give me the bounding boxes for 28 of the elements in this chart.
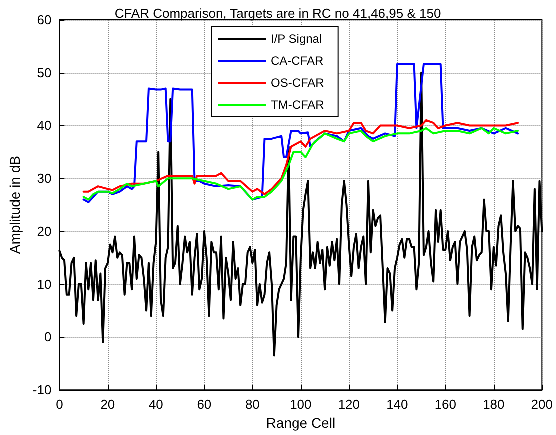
x-tick-label: 180 <box>483 397 505 412</box>
x-tick-label: 60 <box>197 397 212 412</box>
x-tick-label: 160 <box>434 397 457 412</box>
line-series <box>82 119 520 196</box>
legend-label: TM-CFAR <box>271 98 325 112</box>
y-tick-label: 10 <box>37 276 52 292</box>
x-axis-title: Range Cell <box>266 415 336 431</box>
x-tick-label: 20 <box>100 397 116 412</box>
x-tick-label: 140 <box>386 397 408 412</box>
y-tick-label: -10 <box>32 382 52 398</box>
x-tick-label: 0 <box>56 397 64 412</box>
legend-label: OS-CFAR <box>271 76 325 90</box>
x-tick-label: 80 <box>245 397 260 412</box>
y-tick-label: 20 <box>37 224 52 239</box>
chart-title: CFAR Comparison, Targets are in RC no 41,46,95 & 150 <box>114 6 442 21</box>
y-axis-title: Amplitude in dB <box>7 156 23 254</box>
x-tick-label: 200 <box>531 397 554 412</box>
y-tick-label: 50 <box>37 65 52 80</box>
legend-label: I/P Signal <box>271 32 322 46</box>
x-tick-label: 100 <box>290 397 312 412</box>
x-tick-label: 120 <box>338 397 360 412</box>
y-tick-label: 40 <box>37 118 52 134</box>
y-tick-label: 30 <box>37 171 52 186</box>
y-tick-label: 0 <box>44 330 52 345</box>
line-series <box>82 127 520 201</box>
y-tick-label: 60 <box>37 12 52 28</box>
x-tick-label: 40 <box>148 397 164 412</box>
legend-label: CA-CFAR <box>271 54 324 68</box>
